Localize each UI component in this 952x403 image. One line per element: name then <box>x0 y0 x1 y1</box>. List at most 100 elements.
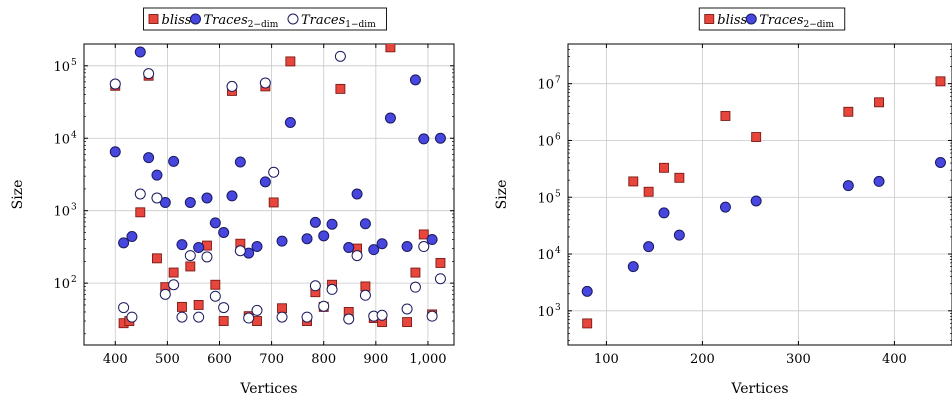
y-tick-exponent: 7 <box>555 76 561 86</box>
data-point <box>176 311 188 323</box>
data-point <box>234 245 246 257</box>
x-tick-label: 600 <box>207 352 232 367</box>
data-point <box>168 155 180 167</box>
data-point <box>435 257 446 268</box>
data-point <box>426 310 438 322</box>
data-point <box>409 74 421 86</box>
y-tick-exponent: 4 <box>71 130 77 140</box>
data-point <box>368 244 380 256</box>
plot-frame <box>83 43 455 346</box>
x-tick-label: 400 <box>103 352 128 367</box>
y-tick-exponent: 3 <box>555 303 561 313</box>
data-point <box>184 196 196 208</box>
legend-marker <box>745 13 757 25</box>
x-tick-label: 700 <box>259 352 284 367</box>
data-point <box>118 237 130 249</box>
data-point <box>719 201 731 213</box>
data-point <box>234 156 246 168</box>
data-point <box>226 80 238 92</box>
data-point <box>151 192 163 204</box>
data-point <box>359 289 371 301</box>
legend-subscript: 1−dim <box>345 20 376 30</box>
data-point <box>326 283 338 295</box>
data-point <box>176 239 188 251</box>
y-tick-label: 10 <box>537 78 554 93</box>
data-point <box>259 176 271 188</box>
legend-box <box>143 7 387 31</box>
data-point <box>334 50 346 62</box>
y-tick-base: 10 <box>53 205 70 220</box>
y-tick-label: 10 <box>53 132 70 147</box>
data-point <box>285 56 296 67</box>
data-point <box>582 318 593 329</box>
y-tick-base: 10 <box>537 305 554 320</box>
data-point <box>309 216 321 228</box>
legend-label: Traces1−dim <box>301 13 376 30</box>
data-point <box>643 241 655 253</box>
data-point <box>384 112 396 124</box>
x-axis-label: Vertices <box>730 381 788 397</box>
data-point <box>658 207 670 219</box>
legend-box <box>698 7 846 31</box>
data-point <box>673 229 685 241</box>
data-point <box>185 261 196 272</box>
data-point <box>581 285 593 297</box>
data-point <box>251 304 263 316</box>
data-point <box>309 280 321 292</box>
data-point <box>318 300 330 312</box>
y-tick-label: 10 <box>537 134 554 149</box>
data-point <box>184 250 196 262</box>
gridlines <box>84 44 454 345</box>
legend: bliss Traces2−dim Traces1−dim <box>143 7 387 31</box>
data-point <box>418 241 430 253</box>
x-tick-label: 900 <box>363 352 388 367</box>
data-point <box>659 162 669 173</box>
x-tick-label: 200 <box>690 352 715 367</box>
data-point <box>134 188 146 200</box>
legend-label: bliss <box>717 13 747 28</box>
y-tick-label: 10 <box>537 305 554 320</box>
y-tick-base: 10 <box>537 134 554 149</box>
data-point <box>418 133 430 145</box>
data-point <box>143 152 155 164</box>
data-point <box>385 44 396 53</box>
y-tick-label: 10 <box>53 205 70 220</box>
data-point <box>343 242 355 254</box>
data-point <box>426 234 438 246</box>
series-2 <box>109 50 446 325</box>
x-axis-label: Vertices <box>239 381 297 397</box>
legend-name: Traces <box>301 13 346 28</box>
y-tick-label: 10 <box>537 248 554 263</box>
y-tick-base: 10 <box>537 78 554 93</box>
data-point <box>159 196 171 208</box>
gridlines <box>568 44 952 345</box>
legend-subscript: 2−dim <box>804 20 835 30</box>
data-point <box>751 132 762 142</box>
data-point <box>627 261 639 273</box>
data-point <box>143 68 155 80</box>
x-tick-label: 1,000 <box>409 352 446 367</box>
data-point <box>201 251 213 263</box>
x-tick-label: 500 <box>155 352 180 367</box>
data-point <box>318 230 330 242</box>
legend-name: Traces <box>759 13 804 28</box>
data-points <box>581 76 946 329</box>
series-1 <box>581 156 946 297</box>
data-point <box>376 238 388 250</box>
y-axis-label: Size <box>10 180 26 210</box>
data-point <box>201 192 213 204</box>
data-point <box>674 172 685 183</box>
y-tick-base: 10 <box>53 277 70 292</box>
data-point <box>218 302 230 314</box>
data-point <box>251 241 263 253</box>
data-point <box>418 229 429 240</box>
data-point <box>351 250 363 262</box>
legend-subscript: 2−dim <box>248 20 279 30</box>
data-point <box>276 311 288 323</box>
data-point <box>402 317 413 328</box>
data-point <box>643 186 654 197</box>
data-point <box>873 175 885 187</box>
data-point <box>268 166 280 178</box>
legend-marker <box>190 13 201 25</box>
